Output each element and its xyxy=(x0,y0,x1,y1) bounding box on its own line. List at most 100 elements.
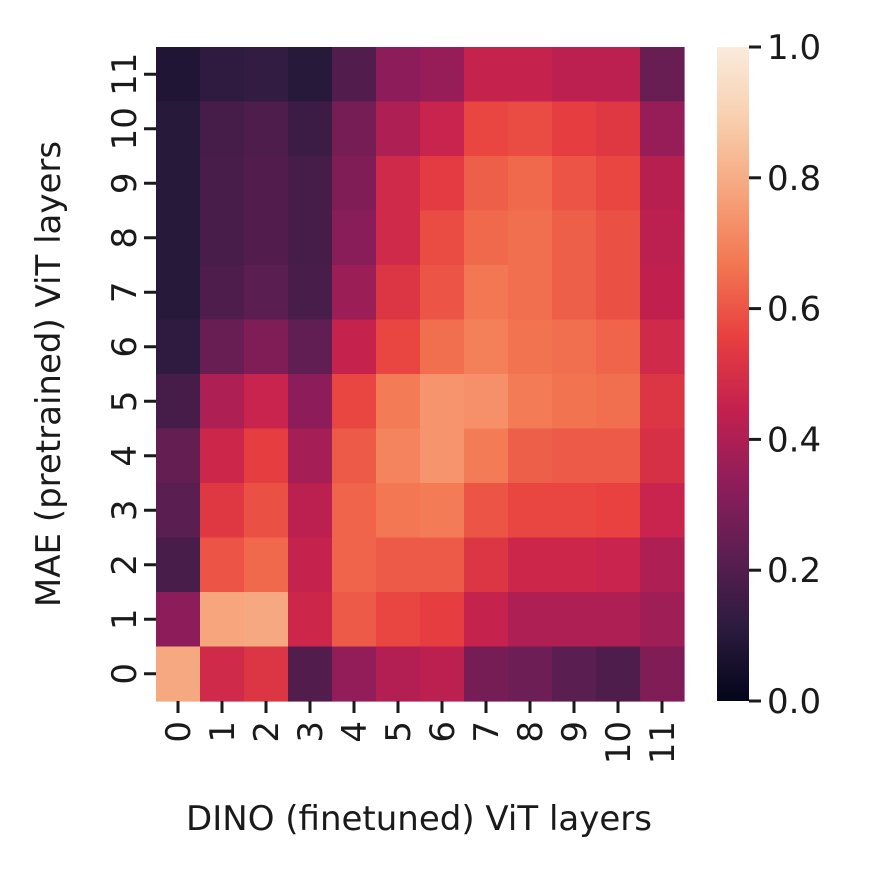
x-tick-label-8: 8 xyxy=(511,721,551,743)
heatmap-cell-y4-x6 xyxy=(420,428,465,484)
heatmap-cell-y9-x7 xyxy=(464,156,509,212)
heatmap-cell-y0-x10 xyxy=(596,646,641,702)
heatmap-cell-y10-x3 xyxy=(288,101,333,157)
heatmap-cell-y9-x5 xyxy=(376,156,421,212)
heatmap-cell-y9-x3 xyxy=(288,156,333,212)
heatmap-cell-y1-x3 xyxy=(288,592,333,648)
y-axis-label: MAE (pretrained) ViT layers xyxy=(29,141,69,607)
x-tick-label-0: 0 xyxy=(159,721,199,743)
heatmap-cell-y1-x7 xyxy=(464,592,509,648)
heatmap-cell-y7-x9 xyxy=(552,265,597,321)
heatmap-cell-y3-x11 xyxy=(640,483,685,539)
heatmap-cell-y6-x11 xyxy=(640,319,685,375)
heatmap-cell-y10-x5 xyxy=(376,101,421,157)
heatmap-cell-y1-x10 xyxy=(596,592,641,648)
heatmap-cell-y9-x6 xyxy=(420,156,465,212)
colorbar-tick-label-0: 0.0 xyxy=(767,682,821,722)
x-tick-label-5: 5 xyxy=(379,721,419,743)
heatmap-cell-y4-x1 xyxy=(200,428,245,484)
heatmap-cell-y7-x4 xyxy=(332,265,377,321)
heatmap-cell-y10-x0 xyxy=(156,101,201,157)
heatmap-cell-y10-x1 xyxy=(200,101,245,157)
x-tick-label-3: 3 xyxy=(291,721,331,743)
x-tick-label-10: 10 xyxy=(599,721,639,764)
heatmap-cell-y0-x8 xyxy=(508,646,553,702)
heatmap-cell-y2-x2 xyxy=(244,537,289,593)
y-tick-label-3: 3 xyxy=(105,499,145,521)
y-tick-label-11: 11 xyxy=(105,53,145,96)
x-axis-label: DINO (finetuned) ViT layers xyxy=(186,799,652,839)
heatmap-cell-y2-x5 xyxy=(376,537,421,593)
y-tick-label-1: 1 xyxy=(105,608,145,630)
y-tick-label-9: 9 xyxy=(105,172,145,194)
heatmap-cell-y6-x3 xyxy=(288,319,333,375)
y-tick-label-10: 10 xyxy=(105,107,145,150)
heatmap-cell-y3-x8 xyxy=(508,483,553,539)
heatmap-cell-y0-x1 xyxy=(200,646,245,702)
heatmap-cell-y9-x9 xyxy=(552,156,597,212)
heatmap-cell-y3-x3 xyxy=(288,483,333,539)
heatmap-cell-y0-x4 xyxy=(332,646,377,702)
heatmap-cell-y4-x3 xyxy=(288,428,333,484)
heatmap-cell-y5-x9 xyxy=(552,374,597,430)
heatmap-cell-y8-x4 xyxy=(332,210,377,266)
heatmap-cell-y1-x2 xyxy=(244,592,289,648)
heatmap-cell-y8-x8 xyxy=(508,210,553,266)
colorbar-tick-label-5: 1.0 xyxy=(767,28,821,68)
heatmap-cell-y2-x1 xyxy=(200,537,245,593)
heatmap-cell-y3-x9 xyxy=(552,483,597,539)
heatmap-cell-y8-x0 xyxy=(156,210,201,266)
heatmap-cell-y6-x10 xyxy=(596,319,641,375)
heatmap-cell-y1-x11 xyxy=(640,592,685,648)
colorbar-ticks: 0.0 0.2 0.4 0.6 0.8 1.0 xyxy=(749,28,821,722)
heatmap-cell-y1-x9 xyxy=(552,592,597,648)
heatmap-cell-y0-x11 xyxy=(640,646,685,702)
heatmap-cell-y3-x10 xyxy=(596,483,641,539)
heatmap-cell-y1-x5 xyxy=(376,592,421,648)
heatmap-cell-y9-x10 xyxy=(596,156,641,212)
heatmap-cell-y7-x7 xyxy=(464,265,509,321)
y-tick-label-2: 2 xyxy=(105,554,145,576)
heatmap-cell-y1-x1 xyxy=(200,592,245,648)
heatmap-cell-y2-x8 xyxy=(508,537,553,593)
heatmap-cell-y11-x4 xyxy=(332,47,377,103)
heatmap-cell-y5-x7 xyxy=(464,374,509,430)
heatmap-cell-y0-x7 xyxy=(464,646,509,702)
heatmap-cell-y10-x8 xyxy=(508,101,553,157)
heatmap-cell-y5-x10 xyxy=(596,374,641,430)
heatmap-cell-y7-x10 xyxy=(596,265,641,321)
heatmap-cell-y0-x3 xyxy=(288,646,333,702)
colorbar: 0.0 0.2 0.4 0.6 0.8 1.0 xyxy=(717,28,821,722)
heatmap-cell-y5-x5 xyxy=(376,374,421,430)
heatmap-cell-y5-x3 xyxy=(288,374,333,430)
heatmap-cell-y6-x5 xyxy=(376,319,421,375)
heatmap-cell-y8-x5 xyxy=(376,210,421,266)
heatmap-cell-y6-x7 xyxy=(464,319,509,375)
heatmap-cell-y2-x0 xyxy=(156,537,201,593)
heatmap-cell-y3-x1 xyxy=(200,483,245,539)
heatmap-cell-y6-x9 xyxy=(552,319,597,375)
x-tick-label-2: 2 xyxy=(247,721,287,743)
heatmap-cell-y8-x9 xyxy=(552,210,597,266)
y-tick-label-0: 0 xyxy=(105,663,145,685)
heatmap-cell-y9-x8 xyxy=(508,156,553,212)
heatmap-cell-y2-x4 xyxy=(332,537,377,593)
heatmap-cell-y3-x5 xyxy=(376,483,421,539)
x-tick-label-7: 7 xyxy=(467,721,507,743)
heatmap-cell-y3-x7 xyxy=(464,483,509,539)
heatmap-cell-y2-x11 xyxy=(640,537,685,593)
heatmap-cell-y5-x1 xyxy=(200,374,245,430)
heatmap-cell-y11-x10 xyxy=(596,47,641,103)
y-tick-label-4: 4 xyxy=(105,445,145,467)
heatmap-cell-y10-x4 xyxy=(332,101,377,157)
heatmap-cell-y2-x3 xyxy=(288,537,333,593)
heatmap-cell-y6-x4 xyxy=(332,319,377,375)
heatmap-cell-y3-x2 xyxy=(244,483,289,539)
heatmap-cell-y10-x2 xyxy=(244,101,289,157)
heatmap-cell-y0-x9 xyxy=(552,646,597,702)
colorbar-tick-label-3: 0.6 xyxy=(767,290,821,330)
heatmap-cell-y7-x8 xyxy=(508,265,553,321)
x-axis-ticks: 0 1 2 3 4 5 6 7 8 9 10 11 xyxy=(159,701,683,764)
y-tick-label-5: 5 xyxy=(105,390,145,412)
heatmap-cell-y4-x8 xyxy=(508,428,553,484)
